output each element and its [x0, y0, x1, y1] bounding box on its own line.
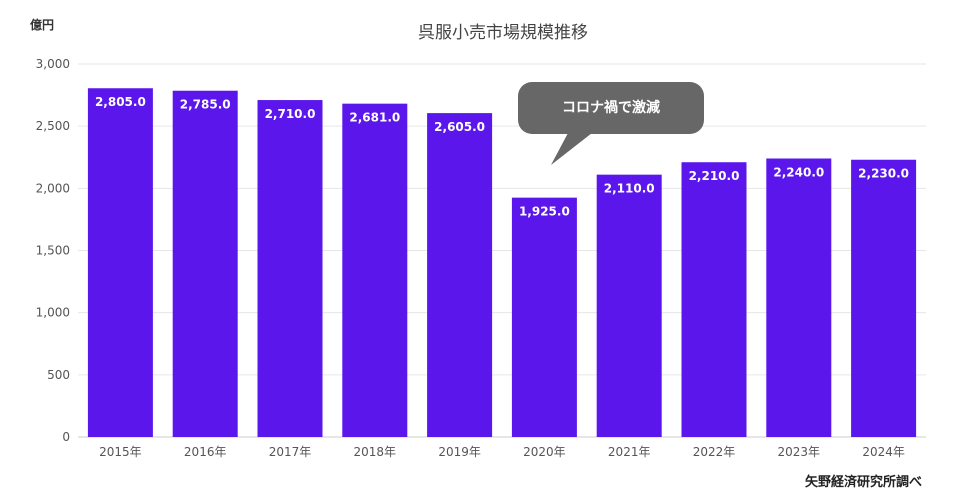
data-label: 2,210.0: [689, 169, 740, 183]
y-tick-label: 0: [62, 430, 70, 444]
y-axis-unit-label: 億円: [30, 17, 54, 32]
data-label: 2,110.0: [604, 182, 655, 196]
y-tick-label: 2,000: [36, 181, 70, 195]
x-tick-label: 2018年: [354, 445, 397, 459]
x-tick-label: 2017年: [269, 445, 312, 459]
x-tick-label: 2021年: [608, 445, 651, 459]
bar: [511, 197, 577, 437]
x-tick-label: 2022年: [693, 445, 736, 459]
data-label: 2,785.0: [180, 98, 231, 112]
y-axis-ticks: 0 500 1,000 1,500 2,000 2,500 3,000: [36, 57, 70, 444]
data-label: 2,230.0: [858, 167, 909, 181]
data-label: 2,805.0: [95, 95, 146, 109]
x-tick-label: 2020年: [523, 445, 566, 459]
y-tick-label: 1,500: [36, 244, 70, 258]
bar: [596, 174, 662, 437]
bar: [681, 162, 747, 437]
chart-title: 呉服小売市場規模推移: [418, 23, 588, 43]
bar: [427, 113, 493, 437]
y-tick-label: 500: [47, 368, 70, 382]
x-tick-label: 2015年: [99, 445, 142, 459]
data-label: 2,681.0: [349, 111, 400, 125]
bar: [257, 100, 323, 437]
annotation-callout: コロナ禍で激減: [518, 82, 704, 165]
data-label: 1,925.0: [519, 205, 570, 219]
bar: [766, 158, 832, 437]
bar: [172, 90, 238, 438]
x-tick-label: 2024年: [862, 445, 905, 459]
annotation-box: [518, 82, 704, 134]
bars: 2,805.0 2,785.0 2,710.0 2,681.0 2,605.0 1,925…: [87, 88, 917, 438]
x-tick-label: 2016年: [184, 445, 227, 459]
x-axis-ticks: 2015年 2016年 2017年 2018年 2019年 2020年 2021年 2022年…: [99, 445, 905, 459]
bar: [342, 103, 408, 438]
annotation-pointer: [551, 133, 592, 165]
annotation-text: コロナ禍で激減: [562, 99, 660, 116]
data-label: 2,710.0: [265, 107, 316, 121]
y-tick-label: 2,500: [36, 119, 70, 133]
data-label: 2,605.0: [434, 120, 485, 134]
bar: [87, 88, 153, 438]
y-tick-label: 1,000: [36, 306, 70, 320]
data-label: 2,240.0: [773, 165, 824, 179]
x-tick-label: 2019年: [438, 445, 481, 459]
source-note: 矢野経済研究所調べ: [805, 474, 922, 490]
x-tick-label: 2023年: [778, 445, 821, 459]
bar: [851, 159, 917, 437]
y-tick-label: 3,000: [36, 57, 70, 71]
